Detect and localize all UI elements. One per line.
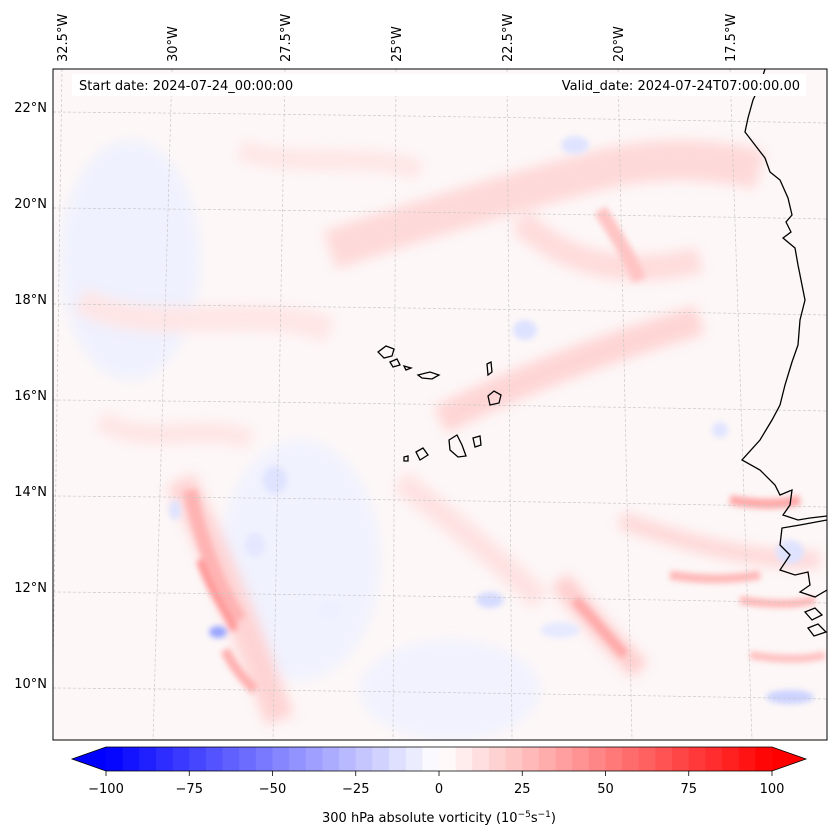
colorbar-cell xyxy=(755,747,773,771)
graticule xyxy=(53,69,827,740)
fogo-island xyxy=(415,447,429,461)
colorbar-cell xyxy=(572,747,590,771)
colorbar-cell xyxy=(255,747,273,771)
colorbar-tick-label: −50 xyxy=(259,782,286,797)
colorbar-cell xyxy=(705,747,723,771)
colorbar: −100 −75 −50 −25 0 25 50 75 100 300 hPa absolute… xyxy=(70,746,808,826)
colorbar-cell xyxy=(488,747,506,771)
colorbar-tick-label: 75 xyxy=(680,782,697,797)
colorbar-ticks: −100 −75 −50 −25 0 25 50 75 100 xyxy=(88,771,784,797)
colorbar-low-extension xyxy=(72,747,106,771)
colorbar-cell xyxy=(305,747,323,771)
colorbar-cell xyxy=(722,747,740,771)
colorbar-cell xyxy=(239,747,257,771)
lat-label: 22°N xyxy=(14,101,47,116)
colorbar-cell xyxy=(422,747,440,771)
colorbar-cell xyxy=(189,747,207,771)
colorbar-cell xyxy=(205,747,223,771)
longitude-labels: 32.5°W 30°W 27.5°W 25°W 22.5°W 20°W 17.5… xyxy=(56,14,739,62)
colorbar-label: 300 hPa absolute vorticity (10−5s−1) xyxy=(322,810,556,826)
sao-vicente-island xyxy=(389,358,401,368)
lat-label: 18°N xyxy=(14,293,47,308)
lat-label: 14°N xyxy=(14,485,47,500)
sal-island xyxy=(486,360,493,377)
colorbar-tick-label: 25 xyxy=(514,782,531,797)
colorbar-label-exp2: −1 xyxy=(538,810,551,820)
colorbar-label-exp1: −5 xyxy=(518,810,531,820)
lon-label: 22.5°W xyxy=(501,14,516,62)
colorbar-cell xyxy=(538,747,556,771)
africa-coastline xyxy=(740,69,827,521)
colorbar-cell xyxy=(505,747,523,771)
colorbar-cell xyxy=(588,747,606,771)
colorbar-cell xyxy=(605,747,623,771)
header-box xyxy=(72,74,806,96)
colorbar-label-suffix: ) xyxy=(551,811,556,826)
colorbar-cell xyxy=(472,747,490,771)
colorbar-tick-label: −100 xyxy=(88,782,124,797)
coastlines xyxy=(377,69,827,637)
colorbar-cell xyxy=(638,747,656,771)
start-date-label: Start date: 2024-07-24_00:00:00 xyxy=(79,79,293,94)
lon-label: 17.5°W xyxy=(724,14,739,62)
sao-nicolau-island xyxy=(416,371,441,380)
colorbar-tick-label: −75 xyxy=(176,782,203,797)
colorbar-label-prefix: 300 hPa absolute vorticity (10 xyxy=(322,811,518,826)
colorbar-cell xyxy=(322,747,340,771)
colorbar-cell xyxy=(455,747,473,771)
santo-antao-island xyxy=(377,345,395,359)
colorbar-cell xyxy=(655,747,673,771)
colorbar-cell xyxy=(172,747,190,771)
colorbar-cell xyxy=(688,747,706,771)
colorbar-tick-label: 100 xyxy=(760,782,785,797)
africa-coastline-south xyxy=(778,519,827,598)
colorbar-cell xyxy=(355,747,373,771)
boa-vista-island xyxy=(487,390,502,406)
colorbar-cell xyxy=(405,747,423,771)
colorbar-cell xyxy=(272,747,290,771)
colorbar-tick-label: 0 xyxy=(435,782,443,797)
colorbar-cell xyxy=(222,747,240,771)
colorbar-cell xyxy=(372,747,390,771)
lat-label: 16°N xyxy=(14,389,47,404)
lon-label: 32.5°W xyxy=(56,14,71,62)
latitude-labels: 22°N 20°N 18°N 16°N 14°N 12°N 10°N xyxy=(14,101,47,692)
colorbar-tick-label: −25 xyxy=(342,782,369,797)
santa-luzia-island xyxy=(402,364,414,371)
colorbar-label-mid: s xyxy=(531,811,538,826)
colorbar-cell xyxy=(139,747,157,771)
map-panel: Start date: 2024-07-24_00:00:00 Valid_da… xyxy=(52,68,828,741)
maio-island xyxy=(472,435,482,448)
colorbar-cell xyxy=(389,747,407,771)
lat-label: 12°N xyxy=(14,581,47,596)
lon-label: 27.5°W xyxy=(279,14,294,62)
colorbar-cell xyxy=(122,747,140,771)
colorbar-cell xyxy=(522,747,540,771)
lat-label: 20°N xyxy=(14,197,47,212)
lon-label: 30°W xyxy=(166,26,181,62)
brava-island xyxy=(403,455,409,462)
santiago-island xyxy=(448,434,467,458)
map-frame xyxy=(52,68,828,741)
colorbar-cell xyxy=(155,747,173,771)
colorbar-cell xyxy=(738,747,756,771)
colorbar-cell xyxy=(555,747,573,771)
colorbar-cell xyxy=(106,747,124,771)
lat-label: 10°N xyxy=(14,677,47,692)
colorbar-cell xyxy=(339,747,357,771)
colorbar-cells xyxy=(106,747,773,771)
bijagos-islands xyxy=(803,607,827,637)
lon-label: 20°W xyxy=(612,26,627,62)
lon-label: 25°W xyxy=(390,26,405,62)
valid-date-label: Valid_date: 2024-07-24T07:00:00.00 xyxy=(562,79,800,94)
vorticity-field xyxy=(53,69,827,740)
colorbar-cell xyxy=(622,747,640,771)
colorbar-cell xyxy=(289,747,307,771)
colorbar-tick-label: 50 xyxy=(597,782,614,797)
colorbar-cell xyxy=(439,747,457,771)
colorbar-high-extension xyxy=(772,747,806,771)
colorbar-cell xyxy=(672,747,690,771)
